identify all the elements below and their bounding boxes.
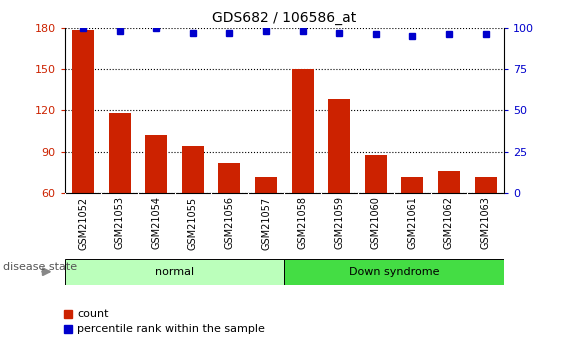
Text: GSM21058: GSM21058	[298, 196, 307, 249]
Text: GSM21059: GSM21059	[334, 196, 344, 249]
Bar	[328, 99, 350, 193]
Bar	[475, 177, 497, 193]
Title: GDS682 / 106586_at: GDS682 / 106586_at	[212, 11, 356, 25]
Bar	[145, 135, 167, 193]
Bar	[218, 163, 240, 193]
Text: disease state: disease state	[3, 262, 77, 272]
Text: GSM21060: GSM21060	[371, 196, 381, 249]
Text: Down syndrome: Down syndrome	[349, 267, 439, 277]
Text: GSM21055: GSM21055	[188, 196, 198, 249]
Text: GSM21057: GSM21057	[261, 196, 271, 249]
Text: GSM21061: GSM21061	[408, 196, 417, 249]
Bar	[255, 177, 277, 193]
Text: percentile rank within the sample: percentile rank within the sample	[78, 325, 265, 334]
Text: GSM21052: GSM21052	[78, 196, 88, 249]
Text: normal: normal	[155, 267, 194, 277]
Text: count: count	[78, 309, 109, 319]
Text: GSM21056: GSM21056	[225, 196, 234, 249]
Bar	[109, 113, 131, 193]
Text: GSM21063: GSM21063	[481, 196, 490, 249]
Bar	[72, 30, 94, 193]
Bar	[182, 146, 204, 193]
Bar	[438, 171, 460, 193]
Text: GSM21054: GSM21054	[151, 196, 161, 249]
Bar	[292, 69, 314, 193]
Bar	[365, 155, 387, 193]
Bar	[401, 177, 423, 193]
Text: GSM21062: GSM21062	[444, 196, 454, 249]
Bar	[284, 259, 504, 285]
Bar	[65, 259, 284, 285]
Text: GSM21053: GSM21053	[115, 196, 124, 249]
